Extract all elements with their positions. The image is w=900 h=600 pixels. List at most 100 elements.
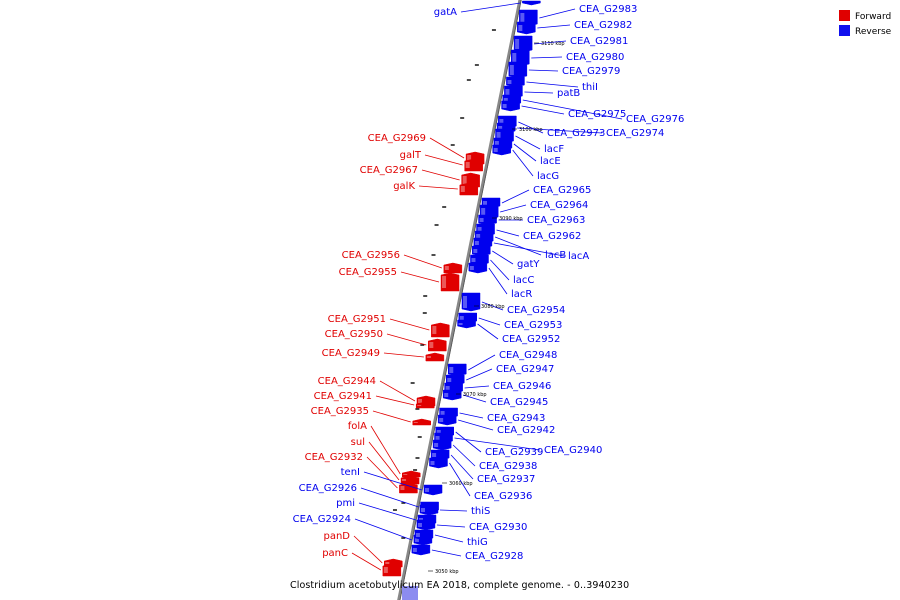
gene-label-cea-g2980[interactable]: CEA_G2980 (566, 52, 624, 63)
gene-label-gata[interactable]: gatA (434, 7, 457, 18)
gene-label-thii[interactable]: thiI (582, 82, 598, 93)
gene-label-cea-g2967[interactable]: CEA_G2967 (360, 165, 418, 176)
leader-fola (370, 425, 401, 475)
gene-label-lacg[interactable]: lacG (537, 171, 559, 182)
leader-cea-g2940 (454, 437, 541, 451)
gene-label-teni[interactable]: tenI (341, 467, 360, 478)
gene-label-cea-g2935[interactable]: CEA_G2935 (311, 406, 369, 417)
gene-glyph-cea-g2928[interactable] (411, 544, 431, 556)
gene-label-lacr[interactable]: lacR (511, 289, 532, 300)
gene-label-cea-g2926[interactable]: CEA_G2926 (299, 483, 357, 494)
gene-label-cea-g2936[interactable]: CEA_G2936 (474, 491, 532, 502)
gene-glyph-cea-g2941[interactable] (415, 401, 435, 409)
gene-glyph-lacr[interactable] (468, 262, 488, 274)
gene-glyph-teni[interactable] (423, 484, 443, 496)
gene-label-thig[interactable]: thiG (467, 537, 488, 548)
gene-glyph-cea-g2930[interactable] (416, 519, 436, 531)
gene-label-cea-g2969[interactable]: CEA_G2969 (368, 133, 426, 144)
gene-label-cea-g2963[interactable]: CEA_G2963 (527, 215, 585, 226)
gene-glyph-lacg[interactable] (492, 144, 511, 156)
gene-label-cea-g2947[interactable]: CEA_G2947 (496, 364, 554, 375)
leader-cea-g2941 (375, 395, 415, 406)
gene-glyph-cea-g2949[interactable] (425, 352, 445, 362)
gene-glyph-galt[interactable] (464, 158, 483, 172)
gene-label-lacb[interactable]: lacB (545, 250, 566, 261)
gene-glyph-cea-g2942[interactable] (437, 414, 457, 426)
gene-glyph-sul[interactable] (400, 475, 420, 485)
gene-label-cea-g2932[interactable]: CEA_G2932 (305, 452, 363, 463)
gene-label-sul[interactable]: sul (351, 437, 365, 448)
gene-glyph-cea-g2952[interactable] (457, 319, 476, 329)
gene-label-this[interactable]: thiS (471, 506, 490, 517)
gene-label-cea-g2939[interactable]: CEA_G2939 (485, 447, 543, 458)
gene-glyph-cea-g2982[interactable] (517, 21, 536, 35)
gene-label-cea-g2951[interactable]: CEA_G2951 (328, 314, 386, 325)
gene-label-pmi[interactable]: pmi (336, 498, 355, 509)
gene-glyph-cea-g2975[interactable] (501, 100, 520, 112)
leader-lacf (515, 135, 541, 150)
gene-glyph-panc[interactable] (382, 563, 402, 577)
gene-glyph-cea-g2955[interactable] (440, 272, 460, 292)
leader-laca (493, 242, 565, 257)
gene-label-cea-g2962[interactable]: CEA_G2962 (523, 231, 581, 242)
gene-label-galk[interactable]: galK (393, 181, 415, 192)
gene-label-cea-g2928[interactable]: CEA_G2928 (465, 551, 523, 562)
gene-label-cea-g2946[interactable]: CEA_G2946 (493, 381, 551, 392)
gene-glyph-cea-g2951[interactable] (431, 322, 450, 338)
gene-label-pand[interactable]: panD (323, 531, 350, 542)
gene-label-cea-g2941[interactable]: CEA_G2941 (314, 391, 372, 402)
gene-label-cea-g2982[interactable]: CEA_G2982 (574, 20, 632, 31)
gene-label-cea-g2953[interactable]: CEA_G2953 (504, 320, 562, 331)
gene-label-cea-g2930[interactable]: CEA_G2930 (469, 522, 527, 533)
gene-label-cea-g2979[interactable]: CEA_G2979 (562, 66, 620, 77)
gene-glyph-cea-g2954[interactable] (461, 292, 481, 312)
gene-label-cea-g2943[interactable]: CEA_G2943 (487, 413, 545, 424)
gene-label-cea-g2954[interactable]: CEA_G2954 (507, 305, 565, 316)
gene-label-cea-g2973[interactable]: CEA_G2973 (547, 128, 605, 139)
gene-label-cea-g2940[interactable]: CEA_G2940 (544, 445, 602, 456)
gene-label-cea-g2945[interactable]: CEA_G2945 (490, 397, 548, 408)
gene-label-cea-g2955[interactable]: CEA_G2955 (339, 267, 397, 278)
gene-label-cea-g2975[interactable]: CEA_G2975 (568, 109, 626, 120)
gene-glyph-this[interactable] (419, 504, 439, 516)
gene-label-lacc[interactable]: lacC (513, 275, 534, 286)
gene-label-cea-g2937[interactable]: CEA_G2937 (477, 474, 535, 485)
gene-label-cea-g2952[interactable]: CEA_G2952 (502, 334, 560, 345)
gene-label-cea-g2949[interactable]: CEA_G2949 (322, 348, 380, 359)
gene-label-cea-g2948[interactable]: CEA_G2948 (499, 350, 557, 361)
gene-label-cea-g2964[interactable]: CEA_G2964 (530, 200, 588, 211)
gene-glyph-cea-g2945[interactable] (442, 389, 462, 401)
gene-label-panc[interactable]: panC (322, 548, 348, 559)
gene-label-lacf[interactable]: lacF (544, 144, 564, 155)
gene-label-cea-g2924[interactable]: CEA_G2924 (293, 514, 351, 525)
gene-label-laca[interactable]: lacA (568, 251, 589, 262)
leader-cea-g2980 (531, 56, 563, 59)
gene-label-gaty[interactable]: gatY (517, 259, 540, 270)
gene-glyph-cea-g2935[interactable] (412, 418, 432, 426)
gene-label-cea-g2938[interactable]: CEA_G2938 (479, 461, 537, 472)
gene-glyph-cea-g2956[interactable] (443, 262, 463, 274)
gene-label-cea-g2956[interactable]: CEA_G2956 (342, 250, 400, 261)
gene-label-cea-g2942[interactable]: CEA_G2942 (497, 425, 555, 436)
gene-label-cea-g2974[interactable]: CEA_G2974 (606, 128, 664, 139)
gene-label-cea-g2976[interactable]: CEA_G2976 (626, 114, 684, 125)
gene-glyph-gata[interactable] (522, 0, 541, 6)
gene-label-lace[interactable]: lacE (540, 156, 561, 167)
gene-label-cea-g2944[interactable]: CEA_G2944 (318, 376, 376, 387)
leader-cea-g2942 (458, 419, 494, 431)
gene-glyph-cea-g2950[interactable] (428, 338, 447, 352)
gene-label-cea-g2983[interactable]: CEA_G2983 (579, 4, 637, 15)
gene-label-galt[interactable]: galT (400, 150, 422, 161)
gene-glyph-thig[interactable] (414, 529, 434, 541)
gene-glyph-fola[interactable] (402, 470, 421, 478)
gene-label-cea-g2965[interactable]: CEA_G2965 (533, 185, 591, 196)
gene-label-fola[interactable]: folA (348, 421, 367, 432)
gene-glyph-cea-g2938[interactable] (432, 439, 452, 451)
gene-label-cea-g2981[interactable]: CEA_G2981 (570, 36, 628, 47)
gene-glyph-galk[interactable] (459, 182, 479, 196)
gene-glyph-cea-g2932[interactable] (399, 482, 418, 494)
gene-label-cea-g2950[interactable]: CEA_G2950 (325, 329, 383, 340)
gene-glyph-cea-g2936[interactable] (429, 457, 448, 469)
gene-label-patb[interactable]: patB (557, 88, 580, 99)
